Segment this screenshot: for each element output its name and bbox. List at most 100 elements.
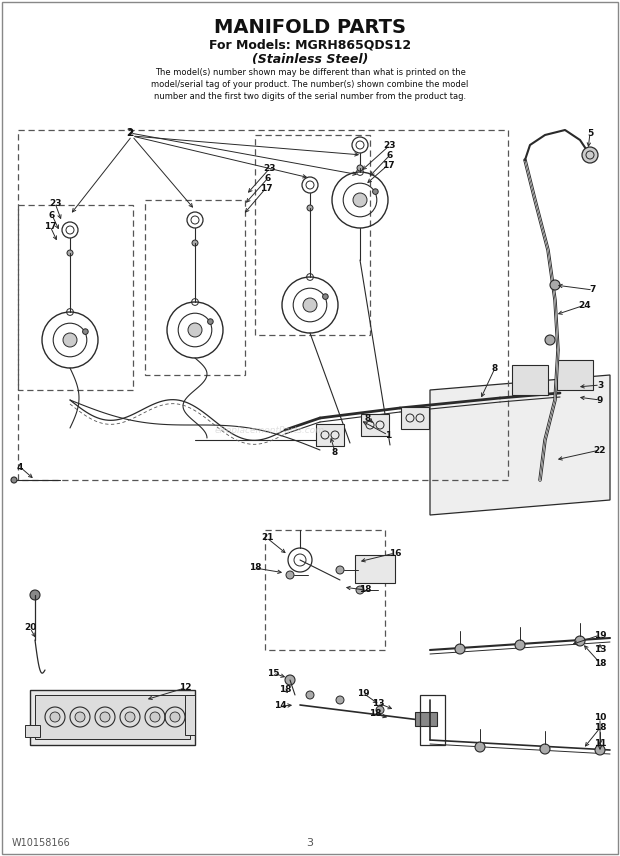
Circle shape — [50, 712, 60, 722]
Text: 12: 12 — [179, 683, 191, 693]
Circle shape — [336, 696, 344, 704]
Text: 7: 7 — [590, 286, 596, 294]
Text: 16: 16 — [389, 549, 401, 557]
Circle shape — [353, 193, 367, 207]
Text: eReplacementParts.com: eReplacementParts.com — [215, 425, 325, 435]
Text: 18: 18 — [279, 686, 291, 694]
Text: 23: 23 — [264, 163, 277, 173]
Circle shape — [30, 590, 40, 600]
Text: 8: 8 — [492, 364, 498, 372]
Text: 2: 2 — [127, 128, 133, 138]
Text: 18: 18 — [359, 586, 371, 595]
Text: 8: 8 — [332, 448, 338, 456]
Bar — [401, 407, 429, 429]
Bar — [255, 135, 370, 335]
Text: 22: 22 — [594, 445, 606, 455]
Circle shape — [540, 744, 550, 754]
Text: 23: 23 — [49, 199, 61, 207]
Circle shape — [336, 566, 344, 574]
Bar — [420, 695, 445, 745]
Circle shape — [595, 745, 605, 755]
Bar — [18, 205, 133, 390]
Circle shape — [307, 205, 313, 211]
Bar — [30, 690, 195, 745]
Circle shape — [373, 189, 378, 194]
Circle shape — [306, 691, 314, 699]
Polygon shape — [430, 375, 610, 515]
Circle shape — [286, 571, 294, 579]
Text: W10158166: W10158166 — [12, 838, 71, 848]
Text: 17: 17 — [382, 161, 394, 169]
Circle shape — [322, 294, 328, 300]
Text: MANIFOLD PARTS: MANIFOLD PARTS — [214, 18, 406, 37]
Circle shape — [11, 477, 17, 483]
Circle shape — [575, 636, 585, 646]
Text: 20: 20 — [24, 623, 36, 633]
Circle shape — [356, 586, 364, 594]
Text: 19: 19 — [594, 631, 606, 639]
Text: 6: 6 — [49, 211, 55, 219]
Text: 2: 2 — [126, 128, 133, 138]
Text: 3: 3 — [597, 381, 603, 389]
Circle shape — [67, 250, 73, 256]
Text: 24: 24 — [578, 300, 591, 310]
Text: 17: 17 — [260, 183, 272, 193]
Circle shape — [170, 712, 180, 722]
Bar — [355, 555, 395, 583]
Circle shape — [188, 323, 202, 337]
Bar — [35, 695, 190, 739]
Text: 10: 10 — [594, 714, 606, 722]
Text: (Stainless Steel): (Stainless Steel) — [252, 53, 368, 66]
Circle shape — [192, 240, 198, 246]
Text: 5: 5 — [587, 128, 593, 138]
Circle shape — [515, 640, 525, 650]
Circle shape — [82, 329, 88, 335]
Circle shape — [582, 147, 598, 163]
Text: 4: 4 — [17, 462, 23, 472]
Bar — [361, 414, 389, 436]
Text: 21: 21 — [261, 533, 273, 543]
Text: 23: 23 — [384, 140, 396, 150]
Bar — [18, 130, 508, 480]
Circle shape — [545, 335, 555, 345]
Text: 13: 13 — [372, 698, 384, 708]
Text: 17: 17 — [43, 222, 56, 230]
Circle shape — [285, 675, 295, 685]
Text: 18: 18 — [594, 658, 606, 668]
Text: 6: 6 — [387, 151, 393, 159]
Circle shape — [208, 318, 213, 324]
Text: For Models: MGRH865QDS12: For Models: MGRH865QDS12 — [209, 38, 411, 51]
Circle shape — [455, 644, 465, 654]
Bar — [185, 695, 195, 735]
Circle shape — [125, 712, 135, 722]
Bar — [265, 530, 385, 650]
Text: 18: 18 — [249, 563, 261, 573]
Text: 3: 3 — [306, 838, 314, 848]
Text: 18: 18 — [594, 723, 606, 733]
Circle shape — [63, 333, 77, 347]
Bar — [557, 360, 593, 390]
Circle shape — [75, 712, 85, 722]
Text: 6: 6 — [265, 174, 271, 182]
Circle shape — [376, 706, 384, 714]
Circle shape — [100, 712, 110, 722]
Text: 18: 18 — [369, 710, 381, 718]
Text: 19: 19 — [356, 688, 370, 698]
Text: 14: 14 — [273, 702, 286, 710]
Circle shape — [303, 298, 317, 312]
Text: 1: 1 — [385, 431, 391, 439]
Text: The model(s) number shown may be different than what is printed on the
model/ser: The model(s) number shown may be differe… — [151, 68, 469, 101]
Circle shape — [475, 742, 485, 752]
Text: 13: 13 — [594, 645, 606, 655]
Text: 15: 15 — [267, 669, 279, 677]
Bar — [316, 424, 344, 446]
Bar — [145, 200, 245, 375]
Bar — [25, 725, 40, 737]
Bar — [512, 365, 548, 395]
Text: 9: 9 — [597, 395, 603, 405]
Bar — [415, 712, 437, 726]
Circle shape — [357, 165, 363, 171]
Circle shape — [150, 712, 160, 722]
Circle shape — [550, 280, 560, 290]
Text: 8: 8 — [365, 413, 371, 423]
